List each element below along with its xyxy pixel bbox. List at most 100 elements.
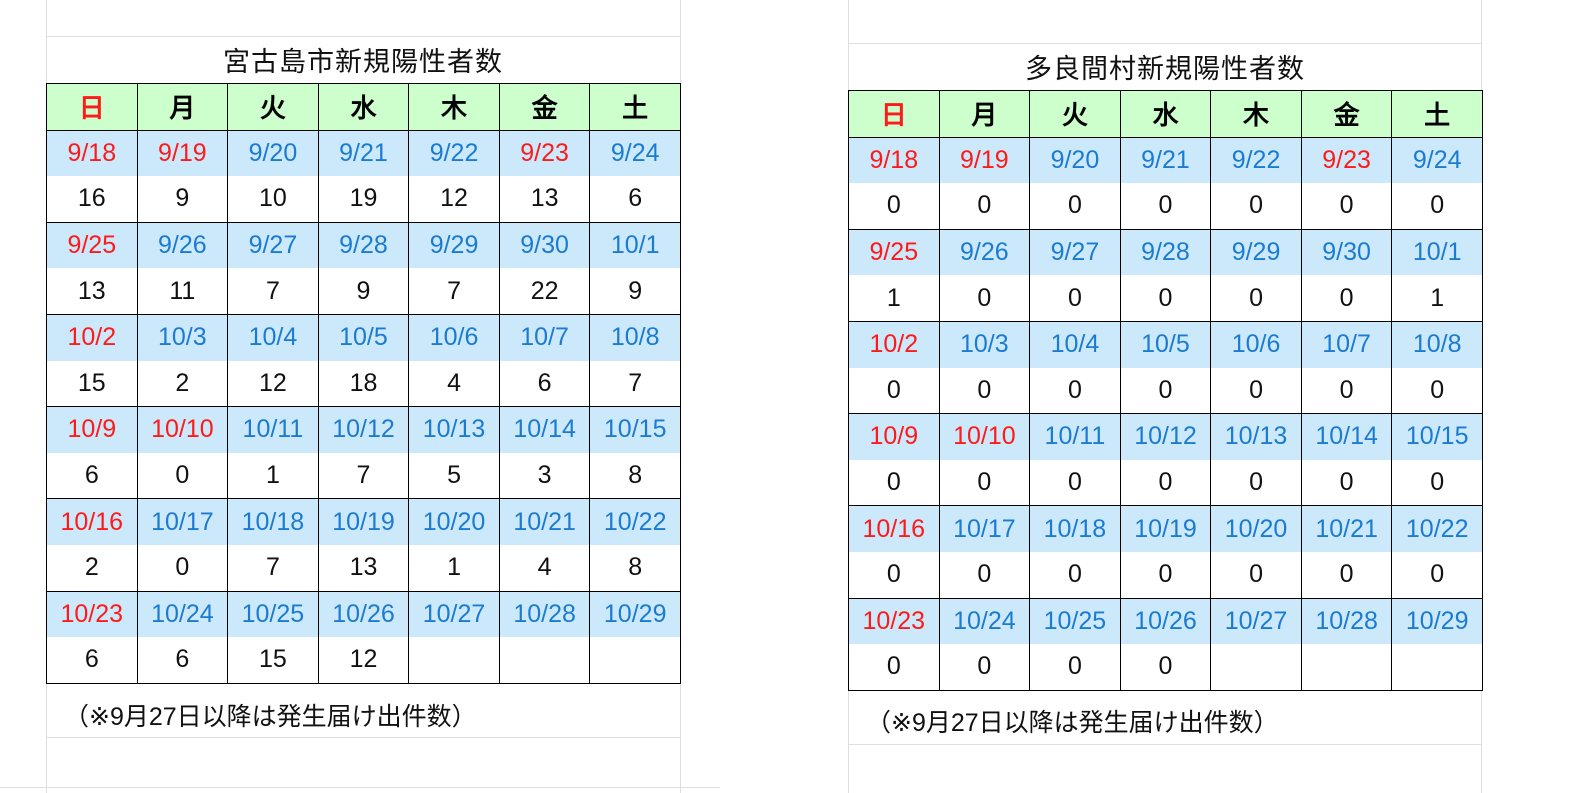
date-cell[interactable]: 10/5 [1119,320,1212,368]
count-cell[interactable]: 8 [589,544,681,592]
date-cell[interactable]: 9/18 [848,136,940,184]
count-cell[interactable]: 7 [227,268,319,315]
count-cell[interactable]: 4 [408,360,500,408]
date-cell[interactable]: 10/6 [1210,320,1302,368]
count-cell[interactable] [1300,644,1393,691]
date-cell[interactable]: 10/27 [1210,597,1302,645]
date-cell[interactable]: 10/5 [317,313,410,361]
count-cell[interactable]: 0 [1300,275,1393,322]
date-cell[interactable]: 9/23 [498,129,591,177]
date-cell[interactable]: 9/24 [589,129,681,177]
date-cell[interactable]: 10/2 [46,313,138,361]
count-cell[interactable]: 0 [136,452,229,500]
date-cell[interactable]: 10/12 [1119,413,1212,460]
count-cell[interactable]: 0 [1300,367,1393,415]
date-cell[interactable]: 9/27 [227,221,319,269]
count-cell[interactable]: 12 [408,176,500,223]
date-cell[interactable]: 10/4 [1029,320,1121,368]
count-cell[interactable] [589,637,681,684]
count-cell[interactable]: 3 [498,452,591,500]
date-cell[interactable]: 9/29 [1210,228,1302,276]
count-cell[interactable]: 7 [408,268,500,315]
date-cell[interactable]: 9/30 [498,221,591,269]
count-cell[interactable]: 10 [227,176,319,223]
date-cell[interactable]: 10/23 [46,590,138,638]
count-cell[interactable]: 5 [408,452,500,500]
date-cell[interactable]: 10/27 [408,590,500,638]
count-cell[interactable]: 0 [938,644,1031,691]
count-cell[interactable]: 1 [1391,275,1483,322]
count-cell[interactable]: 0 [1029,459,1121,507]
date-cell[interactable]: 9/22 [1210,136,1302,184]
count-cell[interactable]: 12 [317,637,410,684]
date-cell[interactable]: 10/29 [589,590,681,638]
date-cell[interactable]: 10/29 [1391,597,1483,645]
count-cell[interactable]: 0 [1210,459,1302,507]
date-cell[interactable]: 10/18 [227,498,319,545]
count-cell[interactable] [498,637,591,684]
count-cell[interactable]: 0 [848,367,940,415]
date-cell[interactable]: 10/28 [498,590,591,638]
date-cell[interactable]: 9/20 [227,129,319,177]
date-cell[interactable]: 10/14 [498,406,591,453]
count-cell[interactable]: 13 [46,268,138,315]
count-cell[interactable]: 6 [589,176,681,223]
date-cell[interactable]: 9/20 [1029,136,1121,184]
count-cell[interactable]: 0 [1210,367,1302,415]
count-cell[interactable]: 0 [1029,183,1121,230]
count-cell[interactable]: 9 [136,176,229,223]
date-cell[interactable]: 10/7 [498,313,591,361]
count-cell[interactable]: 6 [136,637,229,684]
date-cell[interactable]: 10/24 [938,597,1031,645]
date-cell[interactable]: 9/28 [1119,228,1212,276]
date-cell[interactable]: 10/11 [1029,413,1121,460]
count-cell[interactable]: 2 [46,544,138,592]
count-cell[interactable]: 0 [848,459,940,507]
date-cell[interactable]: 10/7 [1300,320,1393,368]
date-cell[interactable]: 10/23 [848,597,940,645]
count-cell[interactable]: 16 [46,176,138,223]
count-cell[interactable]: 4 [498,544,591,592]
date-cell[interactable]: 9/24 [1391,136,1483,184]
date-cell[interactable]: 10/15 [1391,413,1483,460]
count-cell[interactable]: 0 [1391,367,1483,415]
date-cell[interactable]: 10/17 [136,498,229,545]
count-cell[interactable]: 0 [1391,459,1483,507]
count-cell[interactable]: 0 [1029,275,1121,322]
date-cell[interactable]: 9/19 [136,129,229,177]
count-cell[interactable]: 0 [1029,551,1121,599]
date-cell[interactable]: 9/25 [46,221,138,269]
date-cell[interactable]: 10/1 [1391,228,1483,276]
date-cell[interactable]: 10/15 [589,406,681,453]
date-cell[interactable]: 10/20 [1210,505,1302,552]
count-cell[interactable]: 6 [46,452,138,500]
date-cell[interactable]: 10/13 [1210,413,1302,460]
date-cell[interactable]: 10/25 [1029,597,1121,645]
count-cell[interactable]: 12 [227,360,319,408]
date-cell[interactable]: 9/18 [46,129,138,177]
date-cell[interactable]: 9/25 [848,228,940,276]
date-cell[interactable]: 9/23 [1300,136,1393,184]
date-cell[interactable]: 10/22 [1391,505,1483,552]
count-cell[interactable]: 0 [848,551,940,599]
date-cell[interactable]: 10/17 [938,505,1031,552]
count-cell[interactable]: 0 [938,551,1031,599]
count-cell[interactable]: 22 [498,268,591,315]
count-cell[interactable]: 0 [938,275,1031,322]
count-cell[interactable]: 6 [498,360,591,408]
count-cell[interactable]: 15 [227,637,319,684]
date-cell[interactable]: 10/10 [136,406,229,453]
date-cell[interactable]: 10/19 [1119,505,1212,552]
date-cell[interactable]: 10/8 [589,313,681,361]
count-cell[interactable]: 0 [1029,367,1121,415]
date-cell[interactable]: 10/6 [408,313,500,361]
date-cell[interactable]: 10/18 [1029,505,1121,552]
count-cell[interactable]: 13 [498,176,591,223]
count-cell[interactable]: 0 [1029,644,1121,691]
count-cell[interactable]: 15 [46,360,138,408]
count-cell[interactable]: 9 [317,268,410,315]
count-cell[interactable]: 0 [1210,183,1302,230]
count-cell[interactable]: 0 [938,183,1031,230]
date-cell[interactable]: 10/13 [408,406,500,453]
count-cell[interactable]: 0 [1119,459,1212,507]
